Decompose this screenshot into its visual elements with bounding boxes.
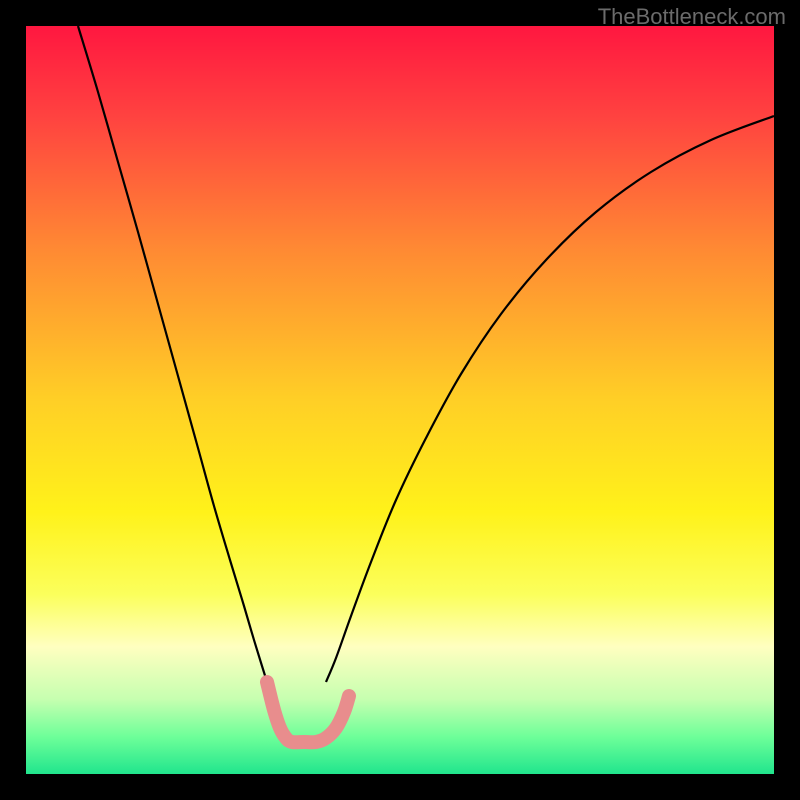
watermark-text: TheBottleneck.com	[598, 4, 786, 30]
bottleneck-chart	[0, 0, 800, 800]
plot-background	[26, 26, 774, 774]
chart-container: TheBottleneck.com	[0, 0, 800, 800]
